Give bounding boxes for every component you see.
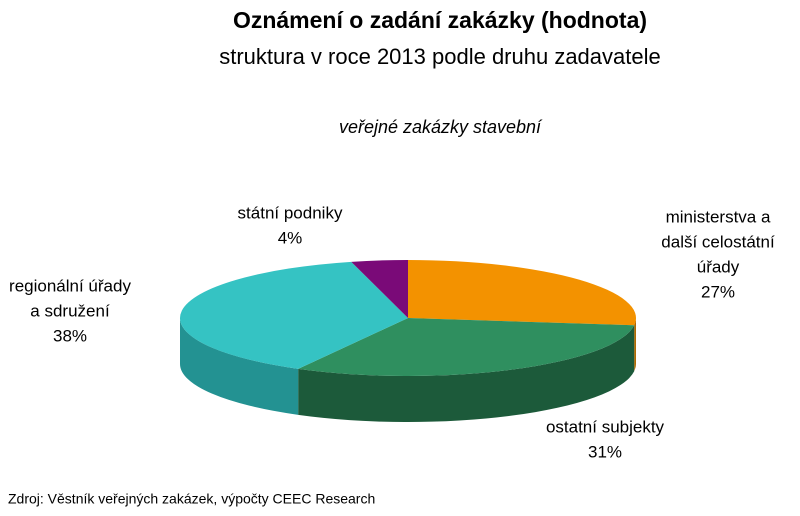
pie-slice-side	[180, 318, 299, 415]
slice-label: ostatní subjekty	[546, 417, 665, 436]
pie-slice-side	[298, 325, 635, 422]
slice-label: úřady	[697, 257, 740, 276]
pie-slice	[408, 260, 636, 326]
chart-subtitle: struktura v roce 2013 podle druhu zadava…	[219, 44, 661, 69]
slice-label: regionální úřady	[9, 276, 131, 295]
source-note: Zdroj: Věstník veřejných zakázek, výpočt…	[8, 491, 375, 507]
slice-label: další celostátní	[661, 232, 775, 251]
chart-subtitle: veřejné zakázky stavební	[339, 117, 543, 137]
slice-value-label: 38%	[53, 326, 87, 345]
pie-slice	[180, 261, 408, 369]
slice-label: a sdružení	[30, 301, 110, 320]
pie-slice	[298, 318, 635, 376]
pie-slice	[351, 260, 408, 318]
slice-label: ministerstva a	[666, 207, 771, 226]
chart-title: Oznámení o zadání zakázky (hodnota)	[233, 7, 647, 33]
slice-value-label: 27%	[701, 282, 735, 301]
pie-slice-side	[634, 318, 636, 372]
slice-value-label: 4%	[278, 228, 303, 247]
slice-value-label: 31%	[588, 442, 622, 461]
slice-label: státní podniky	[238, 203, 343, 222]
